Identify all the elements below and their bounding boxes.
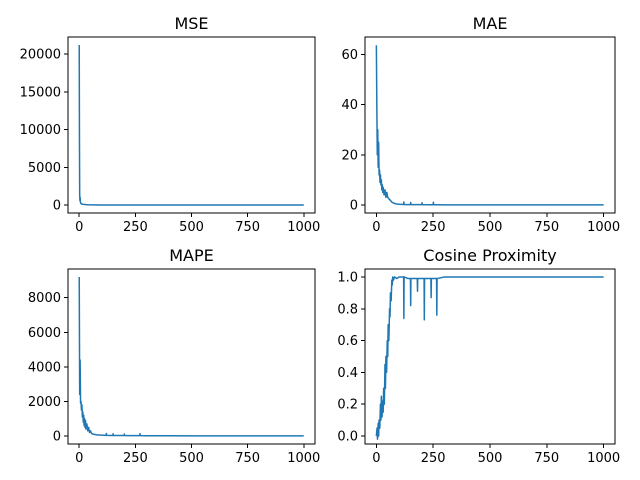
y-tick-label: 5000 [28,161,61,176]
series-line-1 [78,276,304,437]
y-tick-label: 0 [53,199,61,214]
y-tick-label: 15000 [20,85,61,100]
y-tick-label: 20 [341,148,358,163]
x-tick-label: 0 [372,220,380,235]
y-tick-label: 1.0 [337,270,358,285]
x-tick-label: 750 [534,451,559,466]
subplot-3: MAPE 0 250 500 750 1000 0 2000 4000 6000 8000 [28,246,320,466]
x-tick-label: 750 [235,220,260,235]
x-tick-label: 500 [179,220,204,235]
series-line-1 [375,45,604,206]
x-tick-label: 250 [421,220,446,235]
x-tick-label: 1000 [287,220,320,235]
x-tick-label: 500 [179,451,204,466]
y-tick-label: 0 [53,430,61,445]
subplot-title: MAPE [169,246,214,265]
y-tick-label: 0.4 [337,366,358,381]
y-tick-label: 0.2 [337,398,358,413]
series-line-1 [375,276,604,440]
subplot-title: MSE [174,14,208,33]
x-tick-label: 250 [123,451,148,466]
x-tick-label: 500 [478,220,503,235]
x-tick-label: 500 [478,451,503,466]
y-tick-label: 2000 [28,395,61,410]
x-tick-label: 1000 [287,451,320,466]
y-tick-label: 4000 [28,360,61,375]
x-tick-label: 250 [421,451,446,466]
y-tick-label: 0.0 [337,430,358,445]
subplot-2: MAE 0 250 500 750 1000 0 20 40 60 [341,14,620,235]
x-tick-label: 1000 [587,220,620,235]
x-tick-label: 750 [534,220,559,235]
x-tick-label: 750 [235,451,260,466]
y-tick-label: 20000 [20,48,61,63]
subplot-title: MAE [473,14,508,33]
y-tick-label: 8000 [28,291,61,306]
x-tick-label: 0 [75,220,83,235]
y-tick-label: 0.8 [337,302,358,317]
x-tick-label: 1000 [587,451,620,466]
subplot-4: Cosine Proximity 0 250 500 750 1000 0.0 0.2 0.4 0… [337,246,620,466]
y-tick-label: 0.6 [337,334,358,349]
x-tick-label: 0 [75,451,83,466]
y-tick-label: 0 [350,198,358,213]
y-tick-label: 10000 [20,123,61,138]
y-tick-label: 40 [341,98,358,113]
subplot-title: Cosine Proximity [423,246,556,265]
series-line-1 [78,44,304,206]
y-tick-label: 60 [341,48,358,63]
x-tick-label: 0 [372,451,380,466]
x-tick-label: 250 [123,220,148,235]
y-tick-label: 6000 [28,326,61,341]
